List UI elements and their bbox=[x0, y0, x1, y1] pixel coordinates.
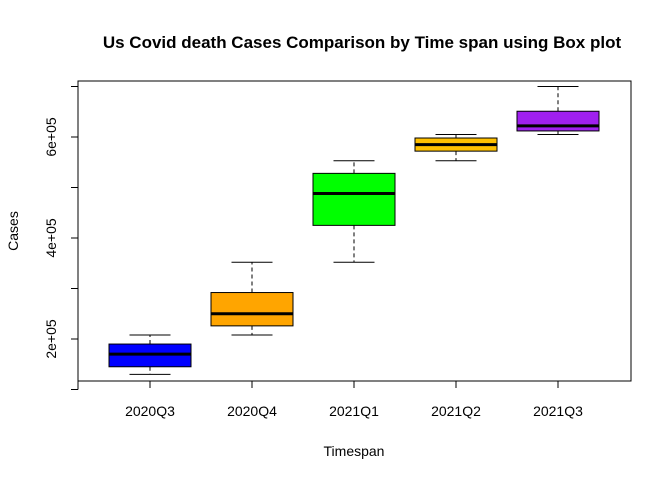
box-rect-2021q3 bbox=[516, 110, 600, 132]
box-rect-2021q1 bbox=[312, 172, 396, 226]
box-rect-2020q4 bbox=[210, 292, 294, 327]
box-2020q3 bbox=[108, 334, 192, 375]
y-axis: 2e+05 4e+05 6e+05 bbox=[43, 86, 79, 390]
y-axis-label: Cases bbox=[5, 211, 21, 251]
x-tick-label-2021q1: 2021Q1 bbox=[329, 403, 379, 419]
x-axis: 2020Q3 2020Q4 2021Q1 2021Q2 2021Q3 bbox=[125, 380, 583, 419]
x-tick-label-2020q3: 2020Q3 bbox=[125, 403, 175, 419]
box-2020q4 bbox=[210, 261, 294, 336]
y-tick-label-600000: 6e+05 bbox=[43, 117, 59, 157]
box-2021q3 bbox=[516, 86, 600, 135]
x-tick-label-2020q4: 2020Q4 bbox=[227, 403, 277, 419]
box-2021q1 bbox=[312, 160, 396, 263]
x-tick-label-2021q3: 2021Q3 bbox=[533, 403, 583, 419]
box-2021q2 bbox=[414, 133, 498, 162]
x-axis-label: Timespan bbox=[324, 443, 385, 459]
y-tick-label-400000: 4e+05 bbox=[43, 218, 59, 258]
boxes-group bbox=[108, 86, 600, 375]
chart-title: Us Covid death Cases Comparison by Time … bbox=[103, 33, 622, 52]
y-tick-label-200000: 2e+05 bbox=[43, 319, 59, 359]
x-tick-label-2021q2: 2021Q2 bbox=[431, 403, 481, 419]
